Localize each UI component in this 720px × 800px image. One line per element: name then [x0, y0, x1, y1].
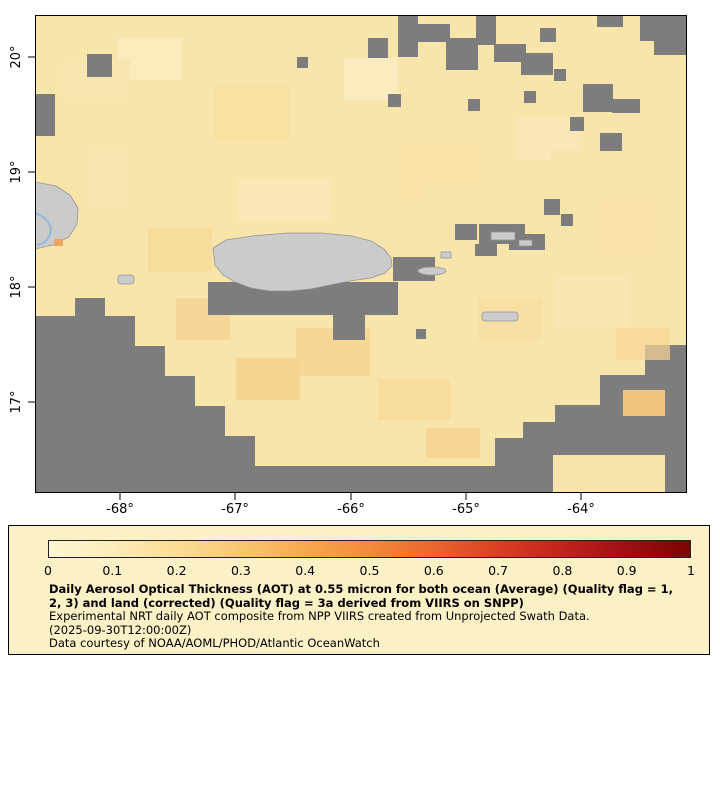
st-john-island [518, 239, 533, 247]
aot-patch-bottom-right [553, 455, 665, 493]
y-tick-label: 17° [9, 390, 24, 413]
colorbar-tick: 1 [687, 563, 695, 578]
legend-box: 0 0.1 0.2 0.3 0.4 0.5 0.6 0.7 0.8 0.9 1 … [8, 525, 710, 655]
y-tick-label: 20° [9, 45, 24, 68]
aot-patch-orange [623, 390, 665, 416]
x-axis-labels: -68° -67° -66° -65° -64° [106, 502, 595, 517]
puerto-rico-island [212, 232, 393, 292]
colorbar-tick: 0.8 [552, 563, 573, 578]
mona-island [117, 274, 135, 285]
cloud-gaps [35, 15, 687, 340]
aot-hotspot-pixel [54, 239, 63, 246]
y-tick-label: 18° [9, 275, 24, 298]
colorbar-tick: 0.1 [102, 563, 123, 578]
legend-text: Daily Aerosol Optical Thickness (AOT) at… [49, 582, 697, 651]
x-tick-label: -65° [452, 502, 480, 517]
st-thomas-island [490, 231, 516, 241]
x-axis [119, 493, 582, 500]
colorbar [48, 540, 691, 558]
legend-timestamp: (2025-09-30T12:00:00Z) [49, 622, 192, 637]
colorbar-tick: 0.7 [488, 563, 509, 578]
x-tick-label: -64° [567, 502, 595, 517]
x-tick-label: -68° [106, 502, 134, 517]
y-tick-label: 19° [9, 160, 24, 183]
colorbar-tick: 0.9 [616, 563, 637, 578]
culebra-island [440, 251, 452, 259]
colorbar-tick: 0.5 [359, 563, 380, 578]
hispaniola-river-line [35, 212, 52, 246]
legend-courtesy: Data courtesy of NOAA/AOML/PHOD/Atlantic… [49, 636, 380, 651]
colorbar-tick: 0 [44, 563, 52, 578]
legend-title-line-2: 2, 3) and land (corrected) (Quality flag… [49, 595, 524, 610]
aot-texture [60, 38, 670, 458]
land-masses [35, 181, 533, 322]
x-tick-label: -66° [337, 502, 365, 517]
y-axis [28, 56, 35, 403]
x-tick-label: -67° [221, 502, 249, 517]
y-axis-labels: 20° 19° 18° 17° [9, 45, 24, 413]
map-plot: 20° 19° 18° 17° -68° -67° -66° -65° -64° [9, 15, 687, 517]
colorbar-tick: 0.4 [295, 563, 316, 578]
vieques-island [417, 266, 447, 276]
colorbar-tick: 0.2 [166, 563, 187, 578]
hispaniola-coast [35, 181, 79, 250]
map-content [35, 15, 687, 493]
legend-info-line-1: Experimental NRT daily AOT composite fro… [49, 609, 590, 624]
colorbar-tick: 0.3 [230, 563, 251, 578]
legend-title-line-1: Daily Aerosol Optical Thickness (AOT) at… [49, 582, 673, 596]
colorbar-tick-labels: 0 0.1 0.2 0.3 0.4 0.5 0.6 0.7 0.8 0.9 1 [44, 563, 695, 578]
plot-border [35, 15, 687, 493]
colorbar-tick: 0.6 [423, 563, 444, 578]
st-croix-island [481, 311, 519, 322]
